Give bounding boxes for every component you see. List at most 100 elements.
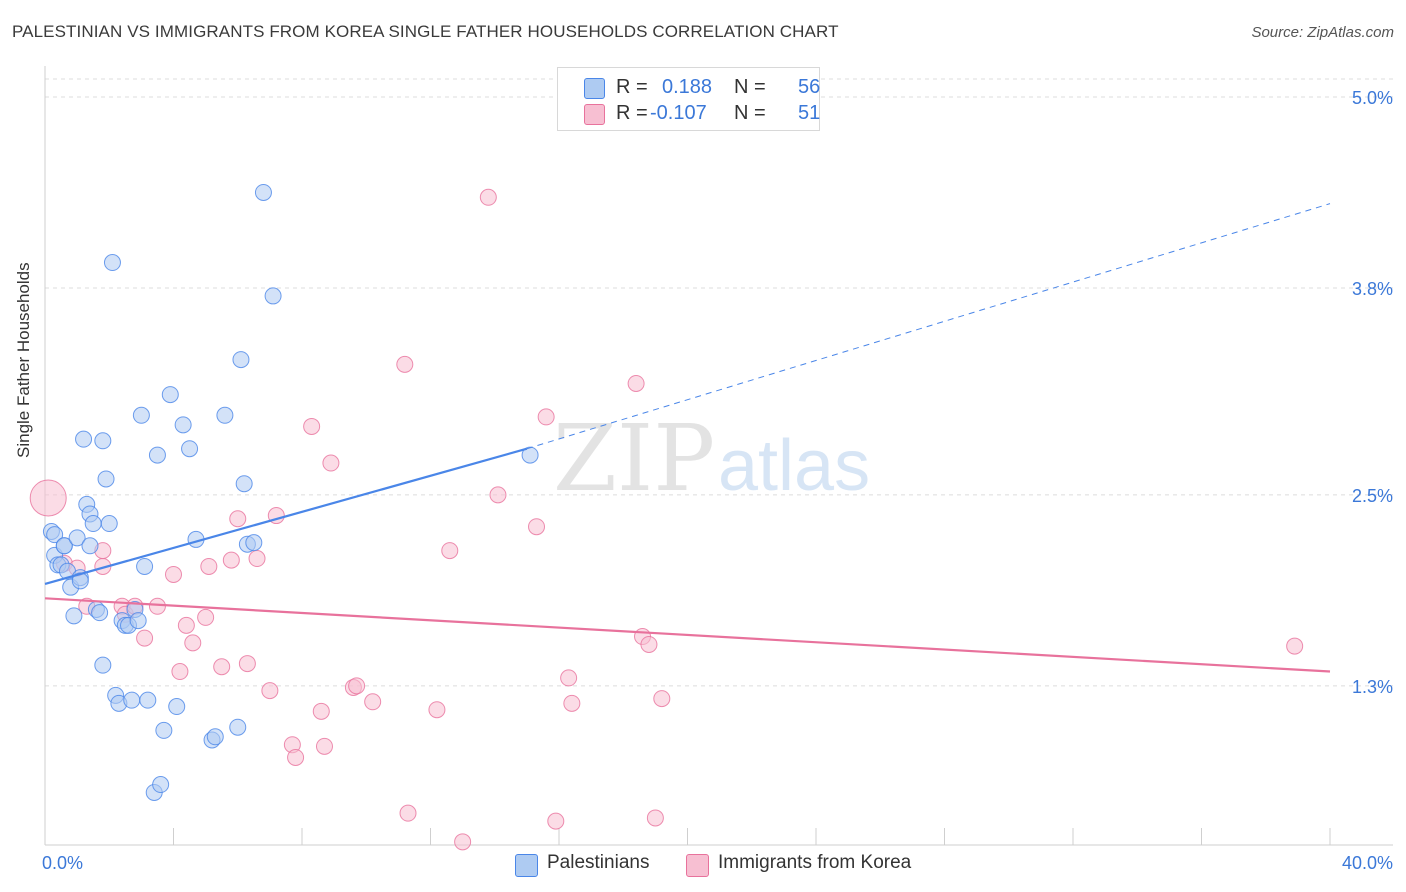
point-palestinians: [206, 728, 224, 746]
point-korea: [197, 608, 215, 626]
point-palestinians: [229, 718, 247, 736]
point-korea: [29, 479, 67, 517]
series-palestinians-points: [42, 183, 539, 801]
point-korea: [640, 635, 658, 653]
point-korea: [454, 833, 472, 851]
point-korea: [148, 597, 166, 615]
trend-line-korea: [44, 597, 1331, 673]
point-palestinians: [235, 475, 253, 493]
point-korea: [184, 634, 202, 652]
legend-swatch-korea: [686, 854, 709, 877]
point-korea: [222, 551, 240, 569]
point-palestinians: [264, 287, 282, 305]
point-korea: [396, 355, 414, 373]
point-korea: [312, 702, 330, 720]
point-palestinians: [245, 534, 263, 552]
x-tick-label: 40.0%: [1342, 853, 1393, 873]
point-korea: [213, 658, 231, 676]
point-korea: [261, 682, 279, 700]
point-palestinians: [91, 604, 109, 622]
point-korea: [646, 809, 664, 827]
point-korea: [537, 408, 555, 426]
point-korea: [229, 510, 247, 528]
point-korea: [238, 655, 256, 673]
point-palestinians: [521, 446, 539, 464]
point-korea: [348, 677, 366, 695]
point-palestinians: [68, 529, 86, 547]
point-korea: [200, 557, 218, 575]
stats-legend: R = 0.188 N = 56 R = -0.107 N = 51: [557, 67, 820, 131]
point-palestinians: [129, 612, 147, 630]
point-palestinians: [84, 515, 102, 533]
point-korea: [322, 454, 340, 472]
point-korea: [177, 616, 195, 634]
legend-label-korea: Immigrants from Korea: [718, 852, 912, 873]
point-palestinians: [181, 440, 199, 458]
point-palestinians: [152, 776, 170, 794]
watermark-atlas: atlas: [718, 426, 870, 506]
watermark-zip: ZIP: [553, 405, 715, 512]
y-tick-label: 2.5%: [1352, 486, 1393, 506]
point-palestinians: [94, 656, 112, 674]
point-korea: [479, 188, 497, 206]
point-korea: [653, 690, 671, 708]
y-tick-label: 1.3%: [1352, 677, 1393, 697]
point-korea: [547, 812, 565, 830]
r-label: R =: [616, 102, 648, 124]
point-palestinians: [136, 557, 154, 575]
n-label: N =: [734, 76, 766, 98]
point-korea: [627, 374, 645, 392]
point-palestinians: [232, 351, 250, 369]
point-palestinians: [94, 432, 112, 450]
point-palestinians: [139, 691, 157, 709]
point-korea: [364, 693, 382, 711]
point-korea: [287, 748, 305, 766]
point-palestinians: [65, 607, 83, 625]
point-palestinians: [174, 416, 192, 434]
point-korea: [528, 518, 546, 536]
point-korea: [428, 701, 446, 719]
r-value: -0.107: [650, 102, 707, 124]
point-palestinians: [216, 406, 234, 424]
chart-source: Source: ZipAtlas.com: [1251, 24, 1394, 41]
point-korea: [489, 486, 507, 504]
y-tick-label: 3.8%: [1352, 279, 1393, 299]
point-palestinians: [168, 698, 186, 716]
point-palestinians: [100, 515, 118, 533]
n-value: 51: [798, 102, 821, 124]
y-tick-label: 5.0%: [1352, 88, 1393, 108]
trend-line-palestinians: [44, 447, 528, 586]
point-korea: [171, 663, 189, 681]
axes: [44, 66, 1393, 846]
r-value: 0.188: [662, 76, 713, 98]
n-value: 56: [798, 76, 821, 98]
point-palestinians: [55, 537, 73, 555]
point-palestinians: [103, 254, 121, 272]
legend-label-palestinians: Palestinians: [547, 852, 650, 873]
watermark: ZIP atlas: [553, 405, 870, 512]
point-palestinians: [148, 446, 166, 464]
point-palestinians: [132, 406, 150, 424]
point-palestinians: [97, 470, 115, 488]
point-korea: [399, 804, 417, 822]
point-palestinians: [254, 183, 272, 201]
trend-line-palestinians-extension: [526, 203, 1331, 450]
tick-labels: 1.3% 2.5% 3.8% 5.0% 0.0% 40.0%: [42, 88, 1393, 873]
point-korea: [560, 669, 578, 687]
grid-lines: [45, 78, 1393, 687]
point-palestinians: [81, 537, 99, 555]
point-korea: [248, 550, 266, 568]
legend-swatch-palestinians: [584, 78, 605, 99]
point-korea: [136, 629, 154, 647]
r-label: R =: [616, 76, 648, 98]
point-palestinians: [155, 721, 173, 739]
point-palestinians: [46, 526, 64, 544]
n-label: N =: [734, 102, 766, 124]
point-palestinians: [71, 572, 89, 590]
y-axis-label: Single Father Households: [14, 262, 33, 458]
point-korea: [315, 737, 333, 755]
point-korea: [563, 694, 581, 712]
chart-title: PALESTINIAN VS IMMIGRANTS FROM KOREA SIN…: [12, 22, 839, 41]
legend-swatch-palestinians: [515, 854, 538, 877]
